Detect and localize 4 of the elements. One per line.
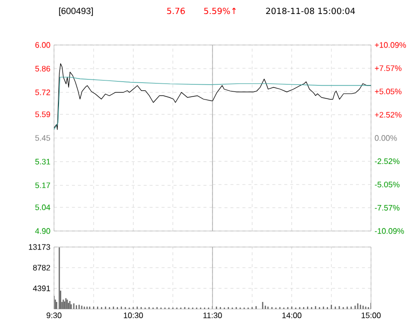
text: 5.59%↑	[204, 8, 236, 14]
text: 2018-11-08 15:00:04	[266, 8, 355, 14]
chart-title: [600493]	[59, 8, 93, 16]
text: 5.76	[167, 8, 185, 14]
